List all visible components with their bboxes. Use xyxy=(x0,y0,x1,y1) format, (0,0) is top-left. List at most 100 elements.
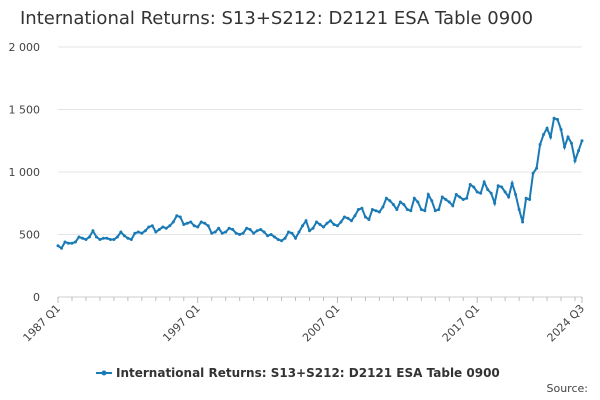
point xyxy=(538,143,542,146)
point xyxy=(377,210,381,214)
point xyxy=(416,200,420,204)
point xyxy=(266,234,270,238)
point xyxy=(101,236,105,240)
point xyxy=(315,220,319,224)
point xyxy=(454,193,458,196)
point xyxy=(108,238,112,241)
point xyxy=(66,241,70,245)
point xyxy=(91,229,95,233)
point xyxy=(255,229,259,233)
point xyxy=(63,240,67,244)
point xyxy=(440,195,444,199)
point xyxy=(580,139,584,143)
legend-marker xyxy=(101,370,107,376)
point xyxy=(59,246,63,250)
point xyxy=(80,236,84,240)
point xyxy=(426,193,430,196)
x-tick-label: 2017 Q1 xyxy=(440,302,483,345)
point xyxy=(570,141,574,145)
point xyxy=(430,199,434,203)
point xyxy=(353,214,357,218)
point xyxy=(374,209,378,213)
y-tick-label: 500 xyxy=(19,229,40,242)
point xyxy=(150,224,154,228)
point xyxy=(335,224,339,228)
point xyxy=(517,208,521,211)
point xyxy=(419,208,423,211)
point xyxy=(531,171,535,175)
point xyxy=(507,195,511,199)
point xyxy=(405,208,409,211)
point xyxy=(301,224,305,228)
point xyxy=(77,235,81,239)
x-tick-label: 2007 Q1 xyxy=(300,302,343,345)
point xyxy=(161,225,165,229)
point xyxy=(409,209,413,213)
point xyxy=(577,149,581,153)
point xyxy=(84,238,88,241)
point xyxy=(514,193,518,196)
point xyxy=(245,226,249,230)
point xyxy=(143,229,147,233)
point xyxy=(402,203,406,206)
point xyxy=(238,233,242,236)
point xyxy=(297,230,301,234)
point xyxy=(342,215,346,219)
source: Source: xyxy=(547,382,589,395)
point xyxy=(493,201,497,205)
point xyxy=(178,215,182,219)
point xyxy=(210,231,214,235)
point xyxy=(70,241,74,245)
point xyxy=(234,231,238,235)
point xyxy=(241,231,245,235)
point xyxy=(217,226,221,230)
point xyxy=(283,236,287,240)
point xyxy=(87,235,91,239)
point xyxy=(175,214,179,218)
point xyxy=(346,216,350,220)
point xyxy=(479,191,483,195)
point xyxy=(171,220,175,224)
point xyxy=(133,231,137,235)
point xyxy=(199,220,203,224)
point xyxy=(318,223,322,226)
point xyxy=(203,221,207,225)
point xyxy=(157,228,161,231)
point xyxy=(552,116,556,120)
point xyxy=(423,209,427,213)
point xyxy=(122,234,126,238)
point xyxy=(458,195,462,199)
point xyxy=(496,184,500,188)
point xyxy=(486,188,490,191)
point xyxy=(395,208,399,211)
point xyxy=(308,229,312,233)
point xyxy=(196,225,200,229)
chart-title: International Returns: S13+S212: D2121 E… xyxy=(20,8,533,29)
point xyxy=(328,219,332,223)
point xyxy=(98,238,102,241)
point xyxy=(545,126,549,130)
point xyxy=(112,238,116,241)
point xyxy=(231,228,235,231)
point xyxy=(510,181,514,185)
y-tick-label: 1 500 xyxy=(9,104,41,117)
point xyxy=(311,226,315,230)
point xyxy=(332,223,336,226)
point xyxy=(367,218,371,221)
point xyxy=(259,228,263,231)
point xyxy=(503,190,507,194)
point xyxy=(563,145,567,149)
point xyxy=(280,239,284,243)
point xyxy=(325,221,329,225)
point xyxy=(391,203,395,206)
point xyxy=(482,180,486,184)
point xyxy=(339,220,343,224)
point xyxy=(115,235,119,239)
point xyxy=(524,196,528,200)
point xyxy=(542,133,546,136)
point xyxy=(252,231,256,235)
point xyxy=(444,198,448,201)
point xyxy=(129,238,133,241)
